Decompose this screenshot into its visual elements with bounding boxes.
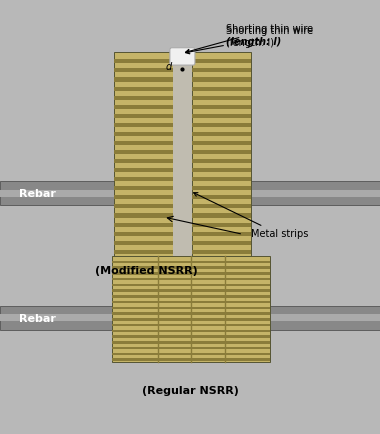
Bar <box>112 256 270 362</box>
Bar <box>114 214 173 217</box>
Bar <box>192 232 251 236</box>
Bar <box>112 307 270 309</box>
Bar <box>112 335 270 338</box>
Text: Rebar: Rebar <box>19 314 56 324</box>
Bar <box>114 223 173 227</box>
Bar <box>0 306 380 330</box>
Bar <box>114 105 173 109</box>
Bar <box>114 95 173 100</box>
Bar <box>192 114 251 118</box>
Text: (length: l): (length: l) <box>226 37 281 47</box>
Bar <box>114 132 173 136</box>
Bar <box>192 214 251 217</box>
Bar <box>112 341 270 344</box>
Bar <box>112 261 270 263</box>
Bar <box>112 272 270 275</box>
Bar <box>0 314 380 321</box>
Bar <box>192 168 251 172</box>
Bar <box>192 59 251 63</box>
Bar <box>114 123 173 127</box>
Bar <box>114 150 173 154</box>
Bar <box>0 190 380 197</box>
Bar <box>112 266 270 269</box>
Bar <box>192 159 251 163</box>
Bar <box>192 123 251 127</box>
Bar <box>112 318 270 321</box>
Text: Rebar: Rebar <box>19 189 56 199</box>
Bar <box>192 186 251 191</box>
Bar <box>112 352 270 355</box>
Bar <box>112 324 270 326</box>
Bar <box>192 69 251 72</box>
Bar <box>112 312 270 315</box>
Bar <box>112 278 270 280</box>
Text: (Modified NSRR): (Modified NSRR) <box>95 266 198 276</box>
Text: d: d <box>166 62 172 72</box>
Bar <box>192 95 251 100</box>
Bar <box>112 289 270 292</box>
Bar <box>192 223 251 227</box>
Bar <box>192 52 251 256</box>
Bar <box>114 186 173 191</box>
Text: Shorting thin wire: Shorting thin wire <box>185 24 313 53</box>
Text: (Regular NSRR): (Regular NSRR) <box>142 385 239 396</box>
Bar <box>192 141 251 145</box>
Bar <box>192 132 251 136</box>
FancyBboxPatch shape <box>170 48 195 65</box>
Bar <box>112 358 270 361</box>
Bar <box>112 347 270 349</box>
Text: Shorting thin wire
(length: l): Shorting thin wire (length: l) <box>185 26 313 54</box>
Bar <box>192 105 251 109</box>
Bar <box>114 250 173 254</box>
Bar <box>192 86 251 91</box>
Bar <box>114 204 173 208</box>
Bar <box>114 114 173 118</box>
Bar <box>112 295 270 298</box>
Bar <box>192 177 251 181</box>
Bar <box>114 168 173 172</box>
Bar <box>192 204 251 208</box>
Bar <box>114 52 173 256</box>
Bar <box>192 77 251 82</box>
Bar <box>112 330 270 332</box>
Bar <box>112 301 270 303</box>
Bar <box>114 86 173 91</box>
Bar <box>192 250 251 254</box>
Bar <box>114 59 173 63</box>
Bar <box>114 77 173 82</box>
Bar <box>114 177 173 181</box>
Bar <box>192 195 251 199</box>
Bar <box>114 141 173 145</box>
Bar <box>192 150 251 154</box>
Bar <box>114 159 173 163</box>
Bar <box>112 284 270 286</box>
Bar <box>114 69 173 72</box>
Bar <box>114 232 173 236</box>
Text: Metal strips: Metal strips <box>194 193 308 240</box>
Bar <box>114 195 173 199</box>
Bar <box>114 240 173 245</box>
Bar <box>0 181 380 205</box>
Bar <box>192 240 251 245</box>
Bar <box>173 52 192 256</box>
